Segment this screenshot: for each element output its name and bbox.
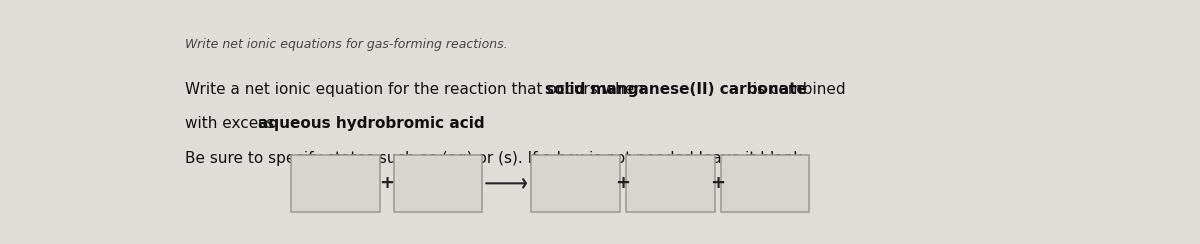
Text: .: . <box>434 116 444 131</box>
Text: +: + <box>710 174 725 192</box>
Text: is combined: is combined <box>748 82 845 97</box>
Text: with excess: with excess <box>185 116 280 131</box>
FancyBboxPatch shape <box>721 155 809 212</box>
FancyBboxPatch shape <box>292 155 379 212</box>
Text: aqueous hydrobromic acid: aqueous hydrobromic acid <box>258 116 485 131</box>
Text: Write a net ionic equation for the reaction that occurs when: Write a net ionic equation for the react… <box>185 82 649 97</box>
FancyBboxPatch shape <box>532 155 619 212</box>
Text: +: + <box>616 174 630 192</box>
Text: +: + <box>379 174 394 192</box>
Text: Write net ionic equations for gas-forming reactions.: Write net ionic equations for gas-formin… <box>185 38 508 51</box>
Text: Be sure to specify states such as (aq) or (s). If a box is not needed leave it b: Be sure to specify states such as (aq) o… <box>185 151 808 166</box>
FancyBboxPatch shape <box>394 155 482 212</box>
FancyBboxPatch shape <box>626 155 714 212</box>
Text: solid manganese(II) carbonate: solid manganese(II) carbonate <box>545 82 806 97</box>
